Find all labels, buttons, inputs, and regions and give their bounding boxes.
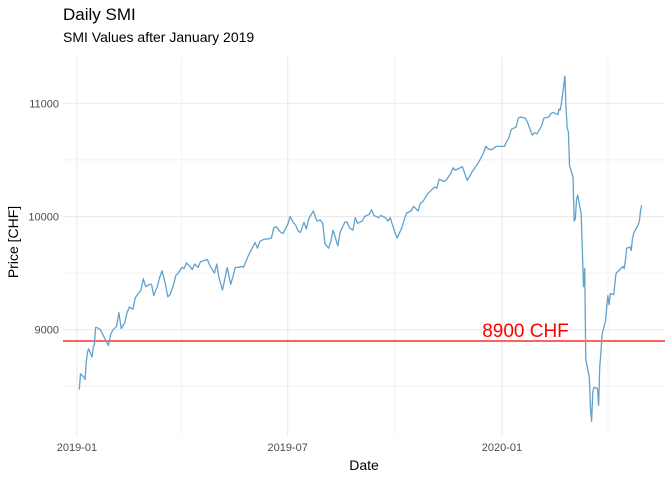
y-tick-labels: 9000 10000 11000: [28, 98, 59, 336]
y-tick-label: 11000: [29, 98, 59, 110]
x-axis-title: Date: [349, 457, 379, 473]
gridlines: [63, 57, 665, 436]
x-tick-label: 2019-07: [268, 442, 308, 454]
chart-subtitle: SMI Values after January 2019: [63, 29, 255, 45]
x-tick-label: 2019-01: [57, 442, 97, 454]
x-tick-labels: 2019-01 2019-07 2020-01: [57, 442, 522, 454]
reference-line-label: 8900 CHF: [482, 321, 569, 342]
x-tick-label: 2020-01: [482, 442, 522, 454]
y-tick-label: 10000: [28, 212, 59, 224]
y-axis-title: Price [CHF]: [5, 206, 21, 278]
y-tick-label: 9000: [35, 325, 59, 337]
series-layer: [78, 75, 643, 422]
chart-title: Daily SMI: [63, 5, 136, 24]
smi-price-line: [78, 75, 643, 422]
reference-line-layer: 8900 CHF: [63, 321, 665, 342]
